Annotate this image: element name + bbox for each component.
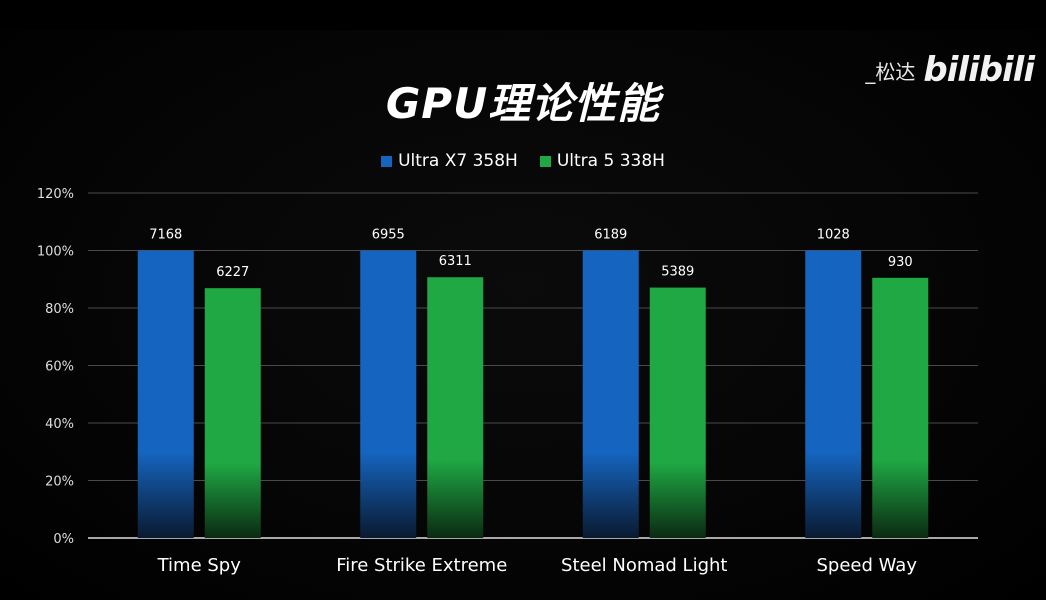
chart-title: GPU理论性能 [385,79,661,128]
bar-green [204,288,261,538]
category-label: Time Spy [157,555,242,576]
bar-green [872,277,929,538]
data-label: 7168 [149,228,182,243]
legend-label-series-1: Ultra X7 358H [398,151,518,171]
y-tick-label: 100% [37,245,74,260]
watermark-author: _松达 [865,59,916,84]
category-label: Speed Way [817,555,918,576]
bar-blue [360,250,417,538]
data-label: 6227 [216,265,249,280]
category-label: Steel Nomad Light [561,555,727,576]
data-label: 5389 [661,265,694,280]
top-black-bar [0,0,1046,30]
legend-label-series-2: Ultra 5 338H [556,151,665,171]
data-label: 6311 [439,254,472,269]
bar-blue [582,250,639,538]
y-tick-label: 120% [37,187,74,202]
data-label: 6189 [594,228,627,243]
bar-blue [137,250,194,538]
bar-green [427,277,484,538]
data-label: 6955 [372,228,405,243]
legend-item-series-1: Ultra X7 358H [381,151,518,171]
data-label: 1028 [817,228,850,243]
chart-legend: Ultra X7 358H Ultra 5 338H [0,151,1046,171]
y-tick-label: 40% [45,417,74,432]
legend-swatch-green [539,155,551,167]
legend-item-series-2: Ultra 5 338H [539,151,665,171]
y-tick-label: 0% [53,532,74,547]
y-tick-label: 20% [45,475,74,490]
bilibili-logo: bilibili [923,50,1035,90]
data-label: 930 [888,255,913,270]
y-tick-label: 80% [45,302,74,317]
watermark: _松达 bilibili [865,50,1035,90]
bar-blue [805,250,862,538]
bar-green [649,287,706,538]
y-tick-label: 60% [45,360,74,375]
legend-swatch-blue [381,155,393,167]
category-label: Fire Strike Extreme [336,555,507,576]
